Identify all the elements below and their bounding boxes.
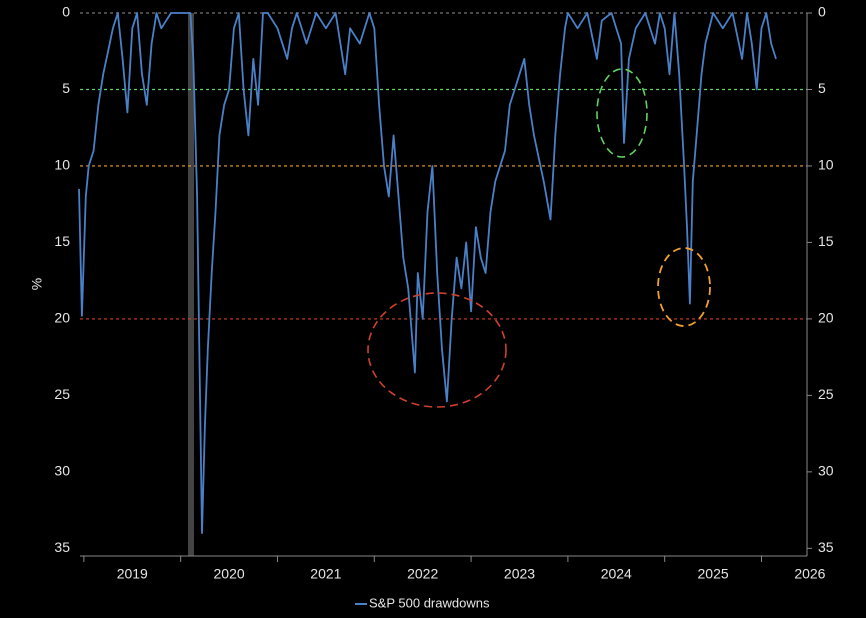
- y2-tick-label: 20: [818, 310, 834, 326]
- annotation-ellipse: [657, 247, 711, 327]
- y2-tick-label: 10: [818, 157, 834, 173]
- y-tick-label: 20: [54, 310, 70, 326]
- x-tick-label: 2025: [698, 566, 729, 582]
- x-tick-label: 2023: [504, 566, 535, 582]
- y2-tick-label: 35: [818, 539, 834, 555]
- y-tick-label: 5: [62, 80, 70, 96]
- y2-tick-label: 30: [818, 463, 834, 479]
- recession-shading: [188, 13, 194, 556]
- y2-tick-label: 25: [818, 386, 834, 402]
- annotation-ellipse: [596, 68, 648, 158]
- y-tick-label: 35: [54, 539, 70, 555]
- y-tick-label: 10: [54, 157, 70, 173]
- y-tick-label: 30: [54, 463, 70, 479]
- y-tick-label: 25: [54, 386, 70, 402]
- y-axis-label: %: [29, 278, 45, 290]
- y-tick-label: 15: [54, 233, 70, 249]
- y-tick-label: 0: [62, 4, 70, 20]
- y2-tick-label: 0: [818, 4, 826, 20]
- data-line: [78, 12, 777, 534]
- x-tick-label: 2026: [794, 566, 825, 582]
- x-tick-label: 2021: [310, 566, 341, 582]
- reference-lines: [80, 12, 807, 320]
- x-tick-label: 2020: [214, 566, 245, 582]
- legend-label: S&P 500 drawdowns: [369, 595, 490, 610]
- plot-area: [78, 12, 777, 534]
- y2-tick-label: 15: [818, 233, 834, 249]
- annotation-ellipse: [367, 292, 507, 408]
- x-tick-label: 2022: [407, 566, 438, 582]
- x-tick-label: 2024: [601, 566, 632, 582]
- y2-tick-label: 5: [818, 80, 826, 96]
- x-tick-label: 2019: [117, 566, 148, 582]
